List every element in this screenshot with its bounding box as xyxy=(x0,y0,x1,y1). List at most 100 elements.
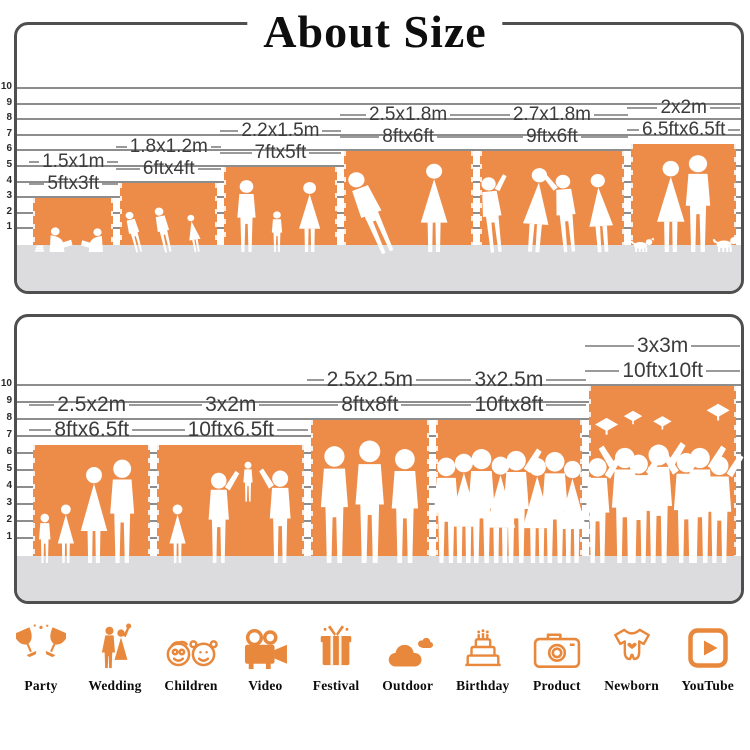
children-faces-icon xyxy=(164,622,218,670)
size-label: 1.8x1.2m 6ftx4ft xyxy=(113,136,224,180)
family-walk-silhouette xyxy=(237,180,321,253)
backdrop-size-block xyxy=(630,144,741,253)
category-item-wedding: Wedding xyxy=(88,622,141,693)
size-label-row: 6.5ftx6.5ft xyxy=(624,119,743,141)
reading-children-silhouette xyxy=(34,227,103,253)
size-option: 2.5x2m 8ftx6.5ft xyxy=(33,393,151,564)
category-label: Newborn xyxy=(604,678,659,693)
size-label-row: 2.7x1.8m xyxy=(473,104,632,126)
size-label-row: 2.2x1.5m xyxy=(217,120,344,142)
size-option: 2.5x2.5m 8ftx8ft xyxy=(311,368,429,563)
category-item-product: Product xyxy=(532,622,582,693)
size-label-row: 8ftx6.5ft xyxy=(26,418,157,442)
scale-tick-label: 5 xyxy=(6,463,12,474)
scale-tick-label: 4 xyxy=(6,174,12,186)
size-label-row: 1.8x1.2m xyxy=(113,136,224,158)
scale-chart: 1 2 3 4 5 6 7 8 9 10 1.5x1m 5ftx3ft 1.8x1.2m 6ftx4ft 2… xyxy=(1,25,741,291)
size-label-row: 10ftx8ft xyxy=(429,393,590,417)
category-item-newborn: Newborn xyxy=(604,622,659,693)
size-imperial-label: 6.5ftx6.5ft xyxy=(641,118,726,140)
size-label-row: 2.5x2m xyxy=(26,393,157,417)
play-button-icon xyxy=(686,622,730,670)
scale-tick-label: 7 xyxy=(6,127,12,139)
baby-onesie-icon xyxy=(609,622,655,670)
category-label: Festival xyxy=(312,678,360,693)
size-imperial-label: 7ftx5ft xyxy=(254,141,307,163)
scale-tick-label: 1 xyxy=(6,531,12,542)
size-imperial-label: 8ftx6ft xyxy=(382,125,434,147)
size-option: 2x2m 6.5ftx6.5ft xyxy=(630,97,741,253)
size-option: 3x3m 10ftx10ft xyxy=(586,334,744,564)
scale-tick-label: 8 xyxy=(6,112,12,124)
category-item-party: Party xyxy=(16,622,66,693)
size-label-row: 10ftx10ft xyxy=(582,359,743,383)
scale-tick-label: 8 xyxy=(6,412,12,423)
wedding-couple-icon xyxy=(96,622,134,670)
clouds-icon xyxy=(382,622,434,670)
size-label-row: 5ftx3ft xyxy=(26,173,120,195)
scale-tick-label: 6 xyxy=(6,143,12,155)
backdrop-size-block xyxy=(224,167,337,253)
category-label: Children xyxy=(164,678,218,693)
scale-tick-label: 10 xyxy=(0,81,12,92)
size-panel-small: 1 2 3 4 5 6 7 8 9 10 1.5x1m 5ftx3ft 1.8x1.2m 6ftx4ft 2… xyxy=(1,22,744,294)
size-label: 2.2x1.5m 7ftx5ft xyxy=(217,120,344,164)
size-option: 1.5x1m 5ftx3ft xyxy=(33,151,114,253)
size-metric-label: 3x3m xyxy=(636,334,689,358)
size-label: 3x2m 10ftx6.5ft xyxy=(150,393,311,442)
birthday-cake-icon xyxy=(461,622,505,670)
size-label: 2.5x1.8m 8ftx6ft xyxy=(337,104,480,148)
running-kids-silhouette xyxy=(126,207,202,253)
size-metric-label: 1.5x1m xyxy=(42,150,105,172)
size-label-row: 2.5x2.5m xyxy=(304,368,435,392)
scale-tick-label: 6 xyxy=(6,446,12,457)
page-title: About Size xyxy=(247,6,503,59)
category-item-youtube: YouTube xyxy=(681,622,734,693)
scale-tick-label: 9 xyxy=(6,395,12,406)
backdrop-size-block xyxy=(586,386,744,564)
dancing-girls-silhouette xyxy=(480,168,613,253)
scale-line: 8 xyxy=(6,413,741,423)
size-label: 3x3m 10ftx10ft xyxy=(582,334,743,383)
size-label-row: 9ftx6ft xyxy=(473,126,632,148)
backdrop-size-block xyxy=(311,420,429,563)
category-label: Party xyxy=(24,678,58,693)
backdrop-size-block xyxy=(343,151,473,255)
size-metric-label: 2.5x1.8m xyxy=(369,103,448,125)
crowd-silhouette xyxy=(433,448,587,564)
size-label-row: 1.5x1m xyxy=(26,151,120,173)
floor-strip xyxy=(17,556,741,601)
size-imperial-label: 5ftx3ft xyxy=(47,172,100,194)
size-label-row: 10ftx6.5ft xyxy=(150,418,311,442)
size-panel-large: 1 2 3 4 5 6 7 8 9 10 2.5x2m 8ftx6.5ft 3x2m 10ftx6.5ft… xyxy=(1,314,744,604)
size-option: 3x2.5m 10ftx8ft xyxy=(433,368,587,564)
scale-tick-label: 5 xyxy=(6,159,12,170)
size-imperial-label: 10ftx8ft xyxy=(474,392,544,416)
size-label-row: 3x3m xyxy=(582,334,743,358)
backdrop-size-block xyxy=(479,151,625,253)
party-glasses-icon xyxy=(16,622,66,670)
category-label: Birthday xyxy=(456,678,510,693)
floor-strip xyxy=(17,245,741,291)
size-imperial-label: 8ftx8ft xyxy=(341,392,399,416)
size-label-row: 8ftx8ft xyxy=(304,393,435,417)
gift-box-icon xyxy=(315,622,357,670)
size-label-row: 6ftx4ft xyxy=(113,158,224,180)
size-label: 3x2.5m 10ftx8ft xyxy=(429,368,590,417)
size-blocks-row: 1.5x1m 5ftx3ft 1.8x1.2m 6ftx4ft 2.2x1.5m 7ftx… xyxy=(33,97,741,255)
scale-line: 6 xyxy=(6,144,741,154)
size-metric-label: 2.2x1.5m xyxy=(241,119,320,141)
scale-tick-label: 3 xyxy=(6,497,12,508)
scale-tick-label: 2 xyxy=(6,514,12,525)
size-label-row: 3x2.5m xyxy=(429,368,590,392)
scale-tick-label: 2 xyxy=(6,205,12,217)
wedding-couple-silhouette xyxy=(348,163,448,255)
size-label: 2.5x2m 8ftx6.5ft xyxy=(26,393,157,442)
category-item-video: Video xyxy=(240,622,290,693)
category-item-outdoor: Outdoor xyxy=(382,622,434,693)
scale-tick-label: 10 xyxy=(0,378,12,389)
couple-with-dogs-silhouette xyxy=(630,155,741,253)
backdrop-size-block xyxy=(433,420,587,564)
backdrop-size-block xyxy=(157,445,305,563)
